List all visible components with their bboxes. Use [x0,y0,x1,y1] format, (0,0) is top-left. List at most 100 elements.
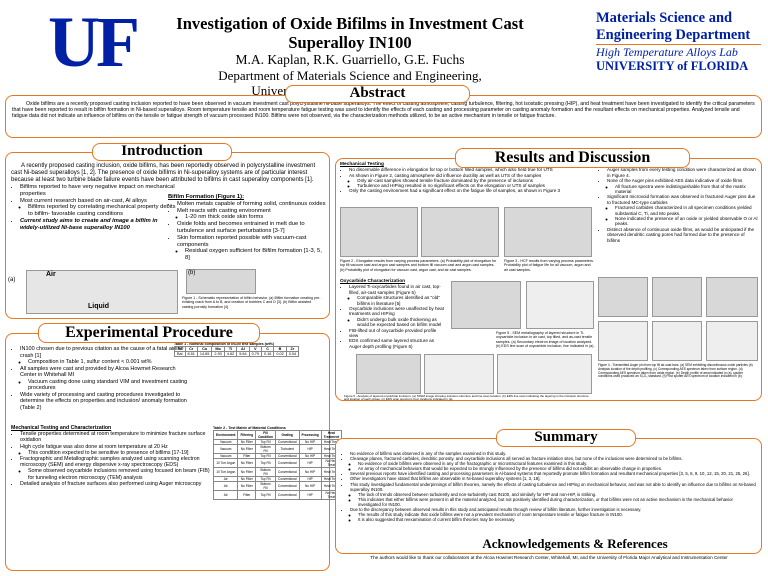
bullet: Oxycarbide inclusions were unaffected by… [349,306,446,328]
sub-list: All fracture spectra were indistinguisha… [607,184,758,195]
table-cell: Turbulent [274,444,300,455]
table-row: Vacuum Filter Top Fill Conventional No HIP He… [212,453,342,460]
figure-1a [26,270,178,314]
table-cell: Air [212,490,239,501]
fig-label: (a) [8,277,16,283]
summary-heading: Summary [496,429,636,447]
oxy-list: Layered Ti-oxycarbides found in air cast… [340,284,446,349]
table-row: Bal 8.51 14.65 2.93 4.62 5.64 0.79 0.16 0.02 0.04 [174,351,300,358]
table-cell: HIP [298,490,322,501]
bullet-text: Tensile properties determined at room te… [20,431,206,444]
bullet: FIB-lifted out of oxycarbide provided pr… [349,328,446,339]
table-cell: Conventional [274,467,300,478]
sub-list: Only air-cast samples showed tensile fra… [349,178,600,189]
lab-logo-line: Engineering Department [596,27,751,43]
fig-label: Air [46,271,56,278]
figure-4e [652,321,702,361]
auger-list: Auger samples from every testing conditi… [598,167,758,243]
sub-list: Vacuum casting done using standard VIM a… [20,379,191,392]
table-row: 10 Torr Argon No Filter Bottom Fill Convent… [212,467,342,478]
bullet: IN100 chosen due to previous citation as… [20,346,191,366]
table-cell: 2.93 [211,351,225,358]
sub-list: This condition expected to be sensitive … [20,450,211,456]
table-cell: Conventional [274,458,300,469]
bullet-text: Most current research based on air-cast,… [20,197,147,204]
introduction-box: A recently proposed casting inclusion, o… [5,152,330,319]
mech-test-heading: Mechanical Testing [340,162,384,167]
table-cell: Conventional [274,481,300,492]
table-header-cell: Fill Condition [255,430,276,441]
bullet: Bifilms reported by correlating mechanic… [28,204,176,218]
lab-logo-line: High Temperature Alloys Lab [596,44,761,59]
figure-3-caption: Figure 3 - HCF results from varying proc… [504,259,594,272]
sub-list: Comparable structures identified as "old… [349,295,446,306]
department: Department of Materials Science and Engi… [218,68,482,83]
bullet: Significant microvoid formation was obse… [607,194,758,226]
bullet: Auger samples from every testing conditi… [607,167,758,178]
figure-4f [706,321,758,361]
table-cell: 14.65 [196,351,213,358]
exp-list: IN100 chosen due to previous citation as… [11,346,191,411]
bullet: Due to the discrepancy between observed … [350,507,756,522]
bullet: Turbulence and HIPing resulted in no sig… [357,183,600,188]
bullet: Molten metals capable of forming solid, … [177,201,328,208]
experimental-heading: Experimental Procedure [38,323,260,343]
abstract-heading: Abstract [285,85,470,103]
figure-3 [504,207,592,257]
bullet: No evidence of oxide bifilms were observ… [358,461,756,466]
table-cell: Air [212,481,239,492]
table-row: Air Filter Top Fill Conventional HIP No Heat … [212,490,342,501]
figure-4c [706,277,758,317]
sub-list: 1-20 nm thick oxide skin forms [177,214,328,221]
bullet: Fractured carbides characterized in all … [615,205,758,216]
results-box: Mechanical Testing No discernable differ… [335,158,762,401]
bullet: Other investigators have stated that bif… [350,476,756,481]
table-cell: 0.79 [248,351,262,358]
table-row: Vacuum No Filter Bottom Fill Turbulent HIP He… [212,444,342,455]
lab-logo: Materials Science and Engineering Depart… [596,10,761,73]
bullet: Bifilms reported to have very negative i… [20,184,176,198]
bullet: The results of this study indicate that … [358,512,756,517]
bullet: Tensile properties determined at room te… [20,431,211,443]
bullet: Several previous reports have identified… [350,471,756,476]
bullet-text: Auger samples from every testing conditi… [607,167,756,178]
bullet: Vacuum casting done using standard VIM a… [28,379,191,392]
bullet: As shown in Figure 2, casting atmosphere… [349,173,600,189]
bullet-text: Oxycarbide inclusions were unaffected by… [349,306,444,317]
bullet: Composition in Table 1, sulfur content <… [28,359,191,366]
authors: M.A. Kaplan, R.K. Guarriello, G.E. Fuchs [235,52,465,67]
bullet: High cycle fatigue was also done at room… [20,444,211,456]
table-row: Air No Filter Bottom Fill Conventional No HI… [212,481,342,492]
bullet: Comparable structures identified as "old… [357,295,446,306]
sub-list: Composition in Table 1, sulfur content <… [20,359,191,366]
bullet-text: Significant microvoid formation was obse… [607,194,756,205]
table-cell: 0.04 [285,351,300,358]
bullet-text: No evidence of bifilms was observed in a… [350,451,507,456]
bullet: Melt reacts with casting environment1-20… [177,208,328,222]
table-cell: HIP [298,444,322,455]
bullet: Only the casting environment had a signi… [349,188,600,193]
table-1: Table 1 - Nominal composition of IN100 t… [174,342,300,358]
table-cell: Bal [174,351,186,358]
sub-list: Fractured carbides characterized in all … [607,205,758,227]
bullet: Layered Ti-oxycarbides found in air cast… [349,284,446,306]
bullet: No discernable difference in elongation … [349,167,600,172]
table-cell: 8.51 [184,351,198,358]
bullet-text: Fractographic and Metallographic samples… [20,456,200,469]
oxycarbide: Oxycarbide Characterization Layered Ti-o… [340,279,446,349]
figure-2b [421,207,499,257]
intro-paragraph: A recently proposed casting inclusion, o… [11,163,316,183]
bullet: This indicates that either bifilms were … [358,497,756,507]
lab-logo-line: UNIVERSITY of FLORIDA [596,59,749,73]
table-cell: Conventional [274,476,300,483]
table-header-cell: Grating [274,430,300,441]
figure-1-caption: Figure 1 - Schematic representation of b… [182,296,321,309]
table-cell: Top Fill [255,458,276,469]
table-cell: 10 Torr Argon [212,458,239,469]
bullet-text: IN100 chosen due to previous citation as… [20,346,184,359]
uf-logo: UF [48,2,140,82]
table-cell: Bottom Fill [255,467,276,478]
bullet: Cleavage planes, fractured carbides, den… [350,456,756,471]
abstract-box: Oxide bifilms are a recently proposed ca… [5,95,762,138]
